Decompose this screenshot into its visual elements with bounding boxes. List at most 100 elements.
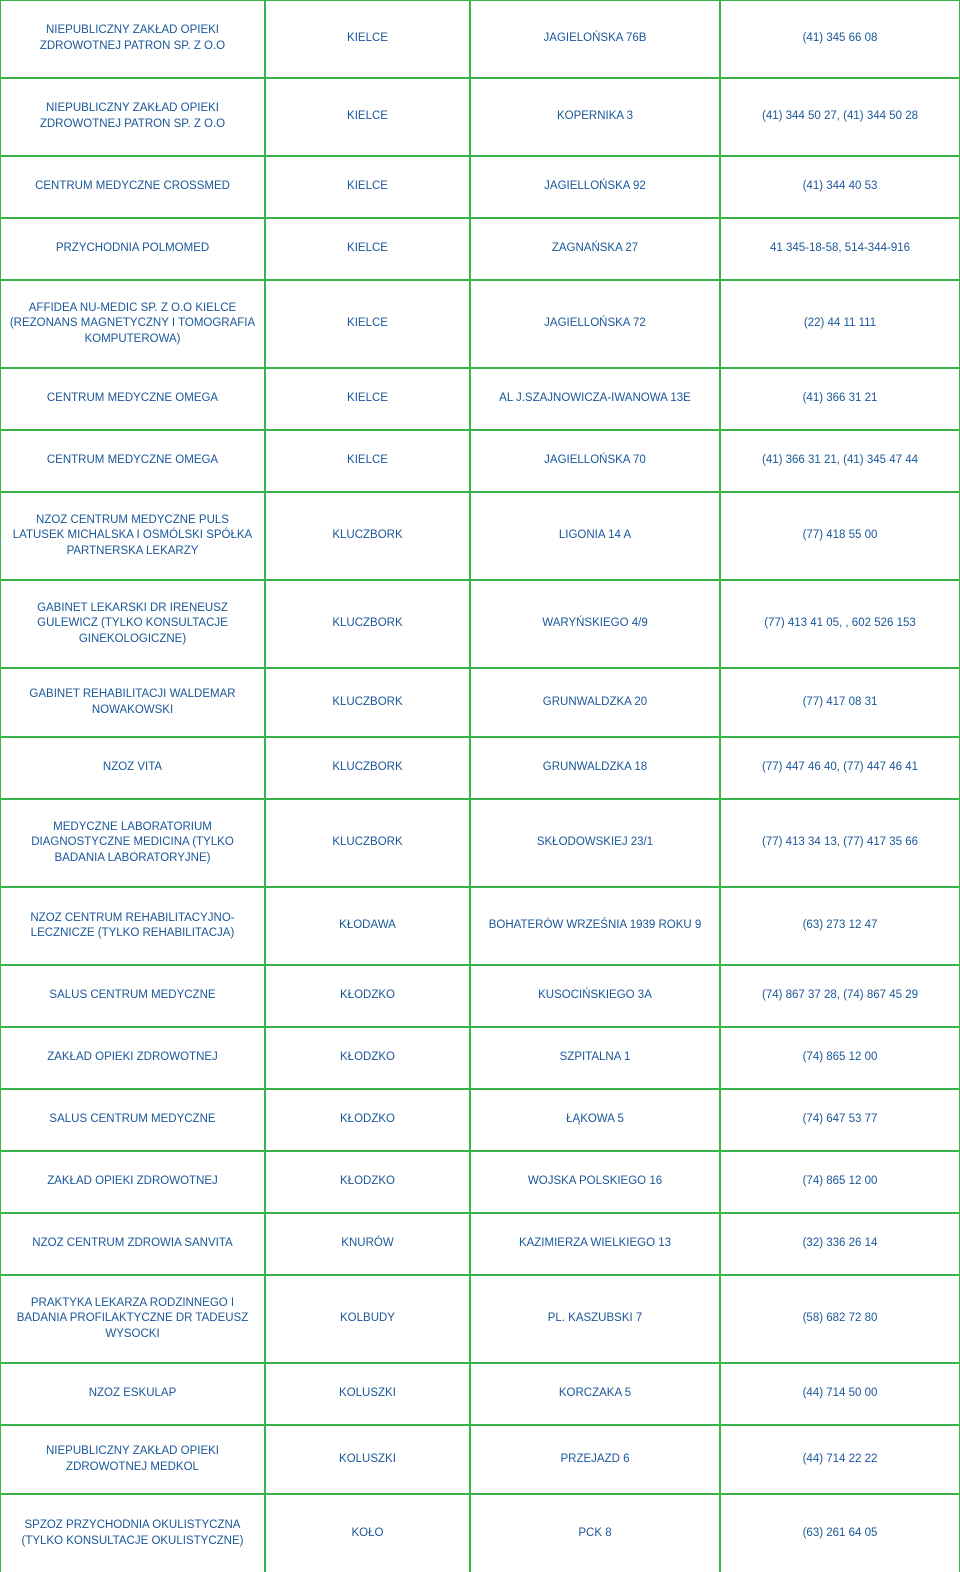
cell-address: ZAGNAŃSKA 27: [470, 218, 720, 280]
cell-name: SPZOZ PRZYCHODNIA OKULISTYCZNA (TYLKO KO…: [0, 1494, 265, 1572]
table-row: NIEPUBLICZNY ZAKŁAD OPIEKI ZDROWOTNEJ PA…: [0, 78, 960, 156]
cell-phone: 41 345-18-58, 514-344-916: [720, 218, 960, 280]
cell-city: KOLBUDY: [265, 1275, 470, 1363]
cell-city: KIELCE: [265, 368, 470, 430]
cell-name: CENTRUM MEDYCZNE CROSSMED: [0, 156, 265, 218]
cell-city: KLUCZBORK: [265, 492, 470, 580]
cell-city: KOLUSZKI: [265, 1425, 470, 1494]
cell-phone: (41) 345 66 08: [720, 0, 960, 78]
table-row: NIEPUBLICZNY ZAKŁAD OPIEKI ZDROWOTNEJ PA…: [0, 0, 960, 78]
cell-phone: (77) 417 08 31: [720, 668, 960, 737]
table-row: CENTRUM MEDYCZNE OMEGAKIELCEAL J.SZAJNOW…: [0, 368, 960, 430]
cell-city: KLUCZBORK: [265, 737, 470, 799]
cell-address: JAGIELLOŃSKA 92: [470, 156, 720, 218]
cell-phone: (77) 413 34 13, (77) 417 35 66: [720, 799, 960, 887]
cell-city: KLUCZBORK: [265, 799, 470, 887]
cell-address: JAGIELOŃSKA 76B: [470, 0, 720, 78]
cell-address: SZPITALNA 1: [470, 1027, 720, 1089]
cell-name: CENTRUM MEDYCZNE OMEGA: [0, 430, 265, 492]
table-row: NZOZ VITAKLUCZBORKGRUNWALDZKA 18(77) 447…: [0, 737, 960, 799]
cell-address: SKŁODOWSKIEJ 23/1: [470, 799, 720, 887]
table-row: PRZYCHODNIA POLMOMEDKIELCEZAGNAŃSKA 2741…: [0, 218, 960, 280]
table-row: ZAKŁAD OPIEKI ZDROWOTNEJKŁODZKOSZPITALNA…: [0, 1027, 960, 1089]
cell-name: SALUS CENTRUM MEDYCZNE: [0, 965, 265, 1027]
medical-facilities-table: NIEPUBLICZNY ZAKŁAD OPIEKI ZDROWOTNEJ PA…: [0, 0, 960, 1572]
cell-address: PL. KASZUBSKI 7: [470, 1275, 720, 1363]
cell-address: BOHATERÓW WRZEŚNIA 1939 ROKU 9: [470, 887, 720, 965]
cell-address: WOJSKA POLSKIEGO 16: [470, 1151, 720, 1213]
cell-city: KŁODZKO: [265, 1027, 470, 1089]
table-row: NZOZ CENTRUM REHABILITACYJNO-LECZNICZE (…: [0, 887, 960, 965]
table-row: CENTRUM MEDYCZNE CROSSMEDKIELCEJAGIELLOŃ…: [0, 156, 960, 218]
cell-phone: (58) 682 72 80: [720, 1275, 960, 1363]
cell-phone: (74) 865 12 00: [720, 1027, 960, 1089]
cell-city: KŁODZKO: [265, 1151, 470, 1213]
cell-phone: (41) 344 40 53: [720, 156, 960, 218]
cell-phone: (41) 344 50 27, (41) 344 50 28: [720, 78, 960, 156]
cell-address: ŁĄKOWA 5: [470, 1089, 720, 1151]
cell-phone: (63) 261 64 05: [720, 1494, 960, 1572]
cell-address: PRZEJAZD 6: [470, 1425, 720, 1494]
cell-address: GRUNWALDZKA 20: [470, 668, 720, 737]
cell-name: MEDYCZNE LABORATORIUM DIAGNOSTYCZNE MEDI…: [0, 799, 265, 887]
cell-phone: (44) 714 50 00: [720, 1363, 960, 1425]
cell-name: AFFIDEA NU-MEDIC SP. Z O.O KIELCE (REZON…: [0, 280, 265, 368]
table-row: AFFIDEA NU-MEDIC SP. Z O.O KIELCE (REZON…: [0, 280, 960, 368]
cell-address: KUSOCIŃSKIEGO 3A: [470, 965, 720, 1027]
table-row: NZOZ CENTRUM ZDROWIA SANVITAKNURÓWKAZIMI…: [0, 1213, 960, 1275]
table-row: NZOZ CENTRUM MEDYCZNE PULS LATUSEK MICHA…: [0, 492, 960, 580]
cell-address: GRUNWALDZKA 18: [470, 737, 720, 799]
cell-address: KOPERNIKA 3: [470, 78, 720, 156]
cell-address: LIGONIA 14 A: [470, 492, 720, 580]
table-row: SALUS CENTRUM MEDYCZNEKŁODZKOŁĄKOWA 5(74…: [0, 1089, 960, 1151]
table-row: NIEPUBLICZNY ZAKŁAD OPIEKI ZDROWOTNEJ ME…: [0, 1425, 960, 1494]
cell-phone: (41) 366 31 21, (41) 345 47 44: [720, 430, 960, 492]
cell-name: SALUS CENTRUM MEDYCZNE: [0, 1089, 265, 1151]
cell-city: KIELCE: [265, 0, 470, 78]
cell-phone: (44) 714 22 22: [720, 1425, 960, 1494]
cell-name: GABINET REHABILITACJI WALDEMAR NOWAKOWSK…: [0, 668, 265, 737]
cell-city: KIELCE: [265, 430, 470, 492]
table-row: SPZOZ PRZYCHODNIA OKULISTYCZNA (TYLKO KO…: [0, 1494, 960, 1572]
cell-name: CENTRUM MEDYCZNE OMEGA: [0, 368, 265, 430]
cell-name: NIEPUBLICZNY ZAKŁAD OPIEKI ZDROWOTNEJ ME…: [0, 1425, 265, 1494]
cell-phone: (32) 336 26 14: [720, 1213, 960, 1275]
cell-city: KOŁO: [265, 1494, 470, 1572]
table-row: CENTRUM MEDYCZNE OMEGAKIELCEJAGIELLOŃSKA…: [0, 430, 960, 492]
cell-city: KLUCZBORK: [265, 580, 470, 668]
cell-city: KLUCZBORK: [265, 668, 470, 737]
table-row: PRAKTYKA LEKARZA RODZINNEGO I BADANIA PR…: [0, 1275, 960, 1363]
cell-phone: (22) 44 11 111: [720, 280, 960, 368]
cell-phone: (74) 865 12 00: [720, 1151, 960, 1213]
cell-name: NZOZ CENTRUM ZDROWIA SANVITA: [0, 1213, 265, 1275]
cell-name: ZAKŁAD OPIEKI ZDROWOTNEJ: [0, 1027, 265, 1089]
cell-city: KIELCE: [265, 78, 470, 156]
cell-name: NZOZ VITA: [0, 737, 265, 799]
cell-city: KIELCE: [265, 218, 470, 280]
table-row: GABINET LEKARSKI DR IRENEUSZ GULEWICZ (T…: [0, 580, 960, 668]
cell-city: KIELCE: [265, 156, 470, 218]
cell-address: AL J.SZAJNOWICZA-IWANOWA 13E: [470, 368, 720, 430]
cell-city: KŁODZKO: [265, 1089, 470, 1151]
cell-phone: (77) 413 41 05, , 602 526 153: [720, 580, 960, 668]
cell-address: JAGIELLOŃSKA 72: [470, 280, 720, 368]
table-row: NZOZ ESKULAPKOLUSZKIKORCZAKA 5(44) 714 5…: [0, 1363, 960, 1425]
cell-name: GABINET LEKARSKI DR IRENEUSZ GULEWICZ (T…: [0, 580, 265, 668]
cell-name: PRAKTYKA LEKARZA RODZINNEGO I BADANIA PR…: [0, 1275, 265, 1363]
cell-name: ZAKŁAD OPIEKI ZDROWOTNEJ: [0, 1151, 265, 1213]
cell-phone: (74) 647 53 77: [720, 1089, 960, 1151]
cell-city: KŁODZKO: [265, 965, 470, 1027]
table-row: SALUS CENTRUM MEDYCZNEKŁODZKOKUSOCIŃSKIE…: [0, 965, 960, 1027]
table-row: ZAKŁAD OPIEKI ZDROWOTNEJKŁODZKOWOJSKA PO…: [0, 1151, 960, 1213]
table-row: MEDYCZNE LABORATORIUM DIAGNOSTYCZNE MEDI…: [0, 799, 960, 887]
cell-address: WARYŃSKIEGO 4/9: [470, 580, 720, 668]
cell-phone: (74) 867 37 28, (74) 867 45 29: [720, 965, 960, 1027]
cell-phone: (77) 447 46 40, (77) 447 46 41: [720, 737, 960, 799]
cell-city: KIELCE: [265, 280, 470, 368]
cell-phone: (41) 366 31 21: [720, 368, 960, 430]
table-row: GABINET REHABILITACJI WALDEMAR NOWAKOWSK…: [0, 668, 960, 737]
cell-city: KNURÓW: [265, 1213, 470, 1275]
cell-phone: (77) 418 55 00: [720, 492, 960, 580]
cell-name: NZOZ ESKULAP: [0, 1363, 265, 1425]
cell-name: NIEPUBLICZNY ZAKŁAD OPIEKI ZDROWOTNEJ PA…: [0, 0, 265, 78]
